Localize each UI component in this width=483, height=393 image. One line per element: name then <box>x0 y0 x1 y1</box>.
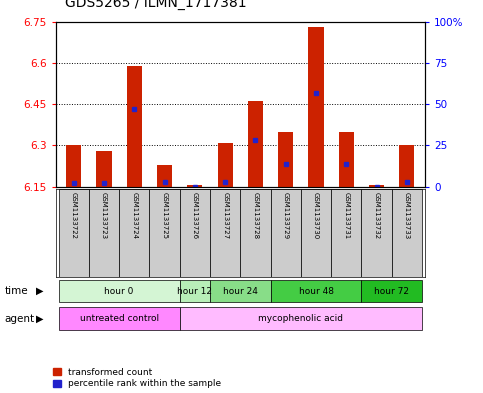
Text: GSM1133731: GSM1133731 <box>343 192 349 239</box>
Text: GSM1133733: GSM1133733 <box>404 192 410 239</box>
Bar <box>119 189 149 277</box>
Bar <box>210 189 241 277</box>
Bar <box>58 307 180 330</box>
Text: ▶: ▶ <box>36 314 44 324</box>
Text: hour 72: hour 72 <box>374 287 409 296</box>
Bar <box>180 280 210 303</box>
Bar <box>399 145 414 187</box>
Bar <box>361 280 422 303</box>
Text: hour 48: hour 48 <box>298 287 333 296</box>
Legend: transformed count, percentile rank within the sample: transformed count, percentile rank withi… <box>53 368 221 389</box>
Bar <box>331 189 361 277</box>
Bar <box>217 143 233 187</box>
Text: GDS5265 / ILMN_1717381: GDS5265 / ILMN_1717381 <box>65 0 247 10</box>
Bar <box>180 189 210 277</box>
Text: GSM1133729: GSM1133729 <box>283 192 289 239</box>
Text: GSM1133722: GSM1133722 <box>71 192 77 239</box>
Text: hour 24: hour 24 <box>223 287 258 296</box>
Bar <box>270 280 361 303</box>
Text: untreated control: untreated control <box>80 314 159 323</box>
Text: GSM1133732: GSM1133732 <box>373 192 380 239</box>
Bar <box>392 189 422 277</box>
Bar <box>58 280 180 303</box>
Bar <box>127 66 142 187</box>
Text: GSM1133727: GSM1133727 <box>222 192 228 239</box>
Bar <box>97 151 112 187</box>
Bar <box>309 27 324 187</box>
Text: GSM1133723: GSM1133723 <box>101 192 107 239</box>
Bar <box>369 185 384 187</box>
Bar <box>270 189 301 277</box>
Text: GSM1133724: GSM1133724 <box>131 192 137 239</box>
Bar <box>149 189 180 277</box>
Bar <box>278 132 293 187</box>
Bar <box>210 280 270 303</box>
Bar <box>89 189 119 277</box>
Bar <box>248 101 263 187</box>
Bar <box>58 189 89 277</box>
Text: GSM1133725: GSM1133725 <box>162 192 168 239</box>
Bar <box>187 185 202 187</box>
Text: GSM1133730: GSM1133730 <box>313 192 319 239</box>
Text: mycophenolic acid: mycophenolic acid <box>258 314 343 323</box>
Text: time: time <box>5 286 28 296</box>
Bar <box>361 189 392 277</box>
Text: GSM1133728: GSM1133728 <box>253 192 258 239</box>
Bar <box>180 307 422 330</box>
Bar <box>241 189 270 277</box>
Bar <box>301 189 331 277</box>
Text: agent: agent <box>5 314 35 324</box>
Text: hour 12: hour 12 <box>177 287 213 296</box>
Bar <box>66 145 81 187</box>
Text: ▶: ▶ <box>36 286 44 296</box>
Bar <box>339 132 354 187</box>
Text: GSM1133726: GSM1133726 <box>192 192 198 239</box>
Text: hour 0: hour 0 <box>104 287 134 296</box>
Bar <box>157 165 172 187</box>
